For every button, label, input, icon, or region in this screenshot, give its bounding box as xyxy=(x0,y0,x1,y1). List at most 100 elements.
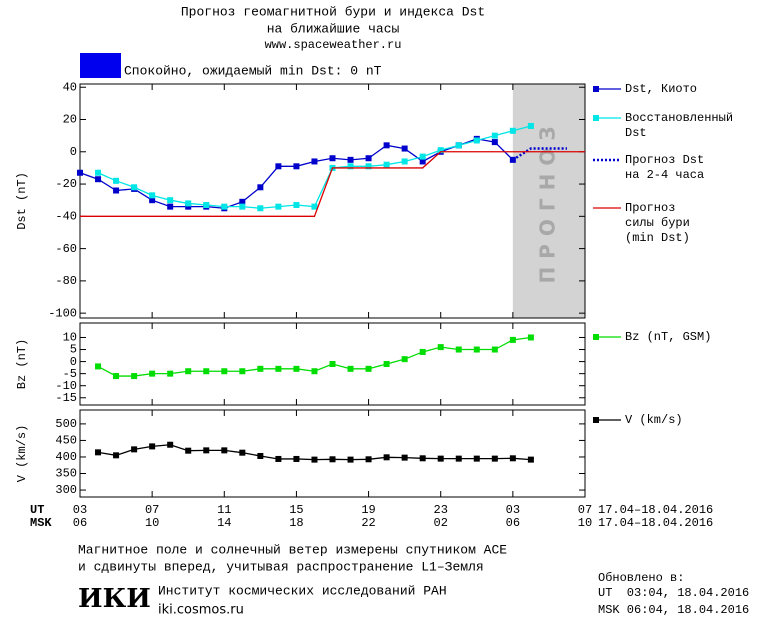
point xyxy=(149,370,156,377)
x-tick-label: 18 xyxy=(289,516,303,530)
point xyxy=(185,203,192,210)
y-tick-label: 0 xyxy=(70,355,77,369)
y-tick-label: -80 xyxy=(55,274,77,288)
note: и сдвинуты вперед, учитывая распростране… xyxy=(78,559,484,574)
forecast-label: ПРОГНОЗ xyxy=(535,118,559,283)
point xyxy=(473,137,480,144)
point xyxy=(203,447,210,454)
x-tick-label: 11 xyxy=(217,503,231,517)
point xyxy=(437,147,444,154)
point xyxy=(221,368,228,375)
plot-frame xyxy=(79,409,586,498)
note: Магнитное поле и солнечный ветер измерен… xyxy=(78,542,507,557)
legend-marker xyxy=(593,417,599,423)
point xyxy=(149,443,156,450)
x-tick-label: 22 xyxy=(361,516,375,530)
point xyxy=(257,452,264,459)
legend-marker xyxy=(593,86,599,92)
x-tick-label: 07 xyxy=(578,503,592,517)
x-tick-label: 03 xyxy=(506,503,520,517)
point xyxy=(275,203,282,210)
url: www.spaceweather.ru xyxy=(265,38,402,52)
point xyxy=(203,202,210,209)
point xyxy=(311,456,318,463)
site: iki.cosmos.ru xyxy=(158,603,244,618)
forecast-region xyxy=(512,84,585,318)
point xyxy=(365,163,372,170)
series-line xyxy=(80,151,585,217)
point xyxy=(401,356,408,363)
point xyxy=(311,203,318,210)
point xyxy=(239,449,246,456)
logo: ИКИ xyxy=(78,584,151,614)
point xyxy=(329,155,336,162)
legend-entry: V (km/s) xyxy=(625,413,683,427)
series-line xyxy=(512,147,567,161)
point xyxy=(185,447,192,454)
subtitle: на ближайшие часы xyxy=(267,21,400,36)
x-tick-label: 07 xyxy=(145,503,159,517)
x-tick-label: 06 xyxy=(506,516,520,530)
point xyxy=(383,161,390,168)
y-tick-label: -40 xyxy=(55,210,77,224)
point xyxy=(419,153,426,160)
point xyxy=(527,456,534,463)
point xyxy=(419,348,426,355)
point xyxy=(149,192,156,199)
legend-entry: Прогноз силы бури (min Dst) xyxy=(625,201,690,245)
point xyxy=(365,365,372,372)
point xyxy=(275,365,282,372)
point xyxy=(293,365,300,372)
y-tick-label: -10 xyxy=(55,379,77,393)
institute: Институт космических исследований РАН xyxy=(158,583,447,598)
point xyxy=(329,456,336,463)
point xyxy=(473,346,480,353)
point xyxy=(239,198,246,205)
point xyxy=(167,370,174,377)
point xyxy=(401,454,408,461)
point xyxy=(311,158,318,165)
point xyxy=(221,447,228,454)
point xyxy=(365,456,372,463)
x-tick-label: 15 xyxy=(289,503,303,517)
y-tick-label: 20 xyxy=(63,113,77,127)
point xyxy=(473,455,480,462)
y-tick-label: 450 xyxy=(55,434,77,448)
point xyxy=(383,454,390,461)
point xyxy=(437,344,444,351)
point xyxy=(527,122,534,129)
point xyxy=(491,346,498,353)
point xyxy=(509,127,516,134)
point xyxy=(167,441,174,448)
point xyxy=(527,334,534,341)
point xyxy=(401,145,408,152)
point xyxy=(491,455,498,462)
x-tick-label: 02 xyxy=(434,516,448,530)
point xyxy=(347,365,354,372)
point xyxy=(311,368,318,375)
legend-entry: Прогноз Dst на 2-4 часа xyxy=(625,153,704,182)
plot-frame xyxy=(79,83,586,319)
msk-range: 17.04–18.04.2016 xyxy=(598,516,713,530)
point xyxy=(509,455,516,462)
x-tick-label: 19 xyxy=(361,503,375,517)
point xyxy=(491,139,498,146)
point xyxy=(167,203,174,210)
point xyxy=(257,205,264,212)
title: Прогноз геомагнитной бури и индекса Dst xyxy=(181,4,485,19)
point xyxy=(383,142,390,149)
point xyxy=(113,373,120,380)
y-tick-label: 500 xyxy=(55,417,77,431)
point xyxy=(95,363,102,370)
x-tick-label: 06 xyxy=(73,516,87,530)
point xyxy=(257,365,264,372)
y-axis-label: Dst (nT) xyxy=(15,172,29,230)
updated-ut: UT 03:04, 18.04.2016 xyxy=(598,586,749,600)
point xyxy=(455,142,462,149)
plot-frame xyxy=(79,322,586,406)
point xyxy=(401,158,408,165)
point xyxy=(131,446,138,453)
point xyxy=(149,197,156,204)
point xyxy=(185,200,192,207)
ut-label: UT xyxy=(30,503,44,517)
